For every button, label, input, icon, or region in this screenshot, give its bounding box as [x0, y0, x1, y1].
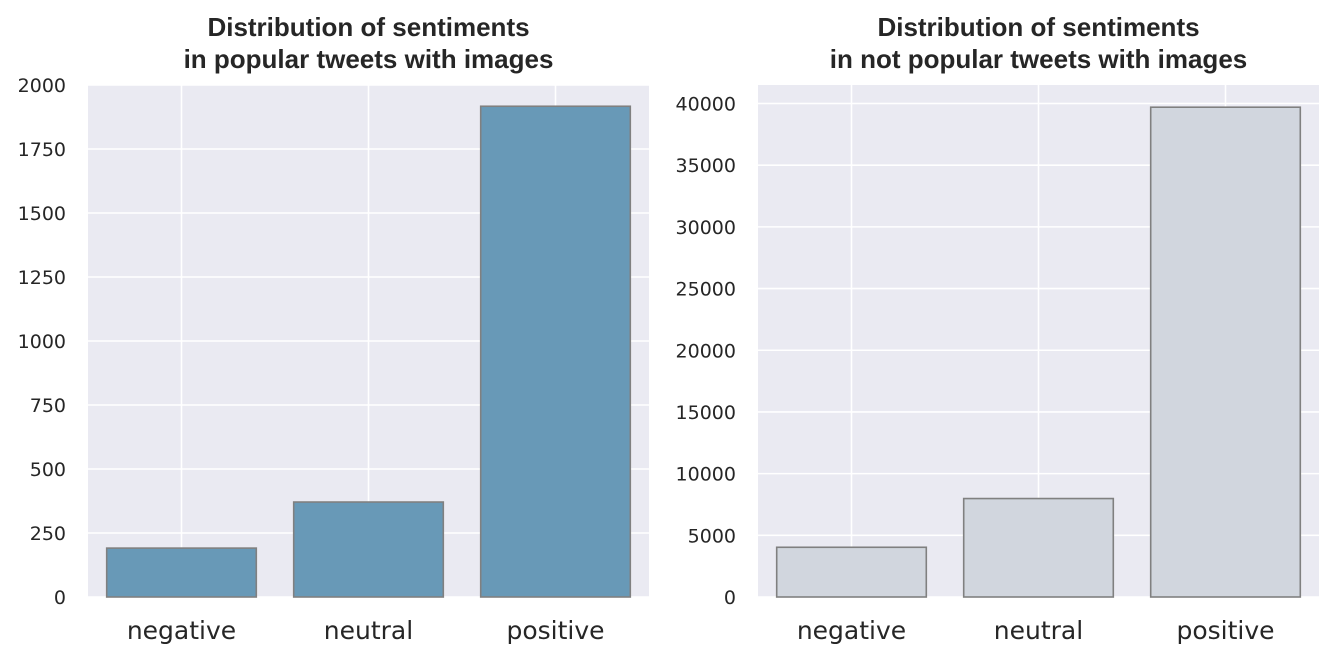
x-tick-label: negative: [797, 616, 906, 645]
y-tick-label: 250: [30, 523, 66, 545]
chart-title-line: Distribution of sentiments: [877, 12, 1199, 42]
y-tick-label: 2000: [18, 75, 66, 97]
bar-neutral: [962, 497, 1115, 598]
bar-negative: [775, 546, 928, 598]
chart-panel-0: 0 250 500 750 1000 1250 1500 1750 2000 negative ne…: [18, 12, 649, 645]
bar-positive: [479, 105, 632, 598]
y-tick-label: 10000: [676, 464, 736, 486]
chart-title-line: in not popular tweets with images: [830, 44, 1248, 74]
bar-positive: [1149, 106, 1302, 598]
x-tick-label: positive: [506, 616, 604, 645]
x-tick-label: neutral: [994, 616, 1083, 645]
y-tick-label: 1250: [18, 267, 66, 289]
y-tick-label: 0: [54, 587, 66, 609]
y-tick-label: 750: [30, 395, 66, 417]
bar-negative: [105, 547, 258, 598]
y-tick-label: 1500: [18, 203, 66, 225]
y-tick-label: 35000: [676, 155, 736, 177]
y-tick-label: 25000: [676, 279, 736, 301]
x-tick-label: neutral: [324, 616, 413, 645]
y-tick-label: 15000: [676, 402, 736, 424]
y-tick-label: 30000: [676, 217, 736, 239]
y-tick-label: 0: [724, 587, 736, 609]
x-tick-label: negative: [127, 616, 236, 645]
y-tick-label: 500: [30, 459, 66, 481]
chart-title-line: Distribution of sentiments: [207, 12, 529, 42]
y-tick-label: 40000: [676, 94, 736, 116]
bar-neutral: [292, 501, 445, 598]
chart-title-line: in popular tweets with images: [184, 44, 554, 74]
y-tick-label: 20000: [676, 340, 736, 362]
x-tick-label: positive: [1176, 616, 1274, 645]
y-tick-label: 5000: [688, 525, 736, 547]
y-tick-label: 1750: [18, 139, 66, 161]
chart-panel-1: 0 5000 10000 15000 20000 25000 30000 35000 40000…: [676, 12, 1319, 645]
y-tick-label: 1000: [18, 331, 66, 353]
